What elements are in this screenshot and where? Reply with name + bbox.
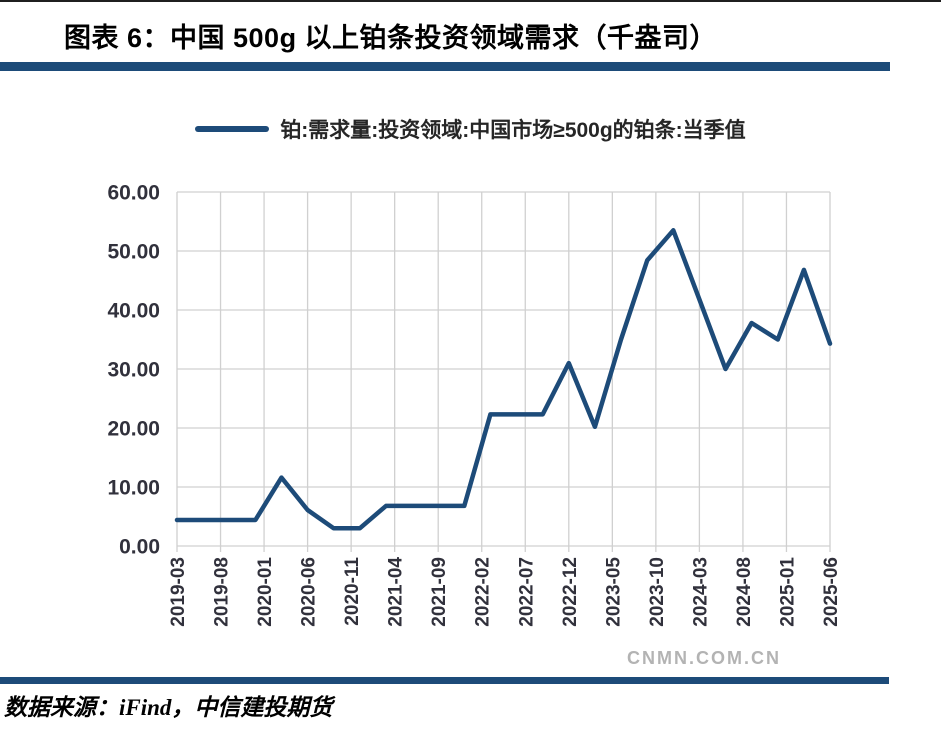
x-axis-label: 2020-01	[255, 557, 276, 627]
x-axis-label: 2025-01	[777, 557, 798, 627]
x-axis-label: 2019-08	[212, 557, 233, 627]
y-axis-label: 60.00	[107, 182, 160, 205]
y-axis-label: 40.00	[107, 300, 160, 323]
x-axis-label: 2023-05	[603, 557, 624, 627]
x-axis-label: 2022-12	[560, 557, 581, 627]
watermark: CNMN.COM.CN	[627, 648, 781, 668]
x-axis-label: 2020-06	[299, 557, 320, 627]
demand-series-line	[174, 228, 833, 531]
y-axis-label: 50.00	[107, 241, 160, 264]
x-axis-label: 2021-09	[429, 557, 450, 627]
x-axis-label: 2022-07	[516, 557, 537, 627]
legend-line-marker	[195, 126, 270, 132]
x-axis-label: 2019-03	[168, 557, 189, 627]
x-axis-label: 2020-11	[342, 557, 363, 626]
x-axis-label: 2021-04	[386, 557, 407, 627]
x-axis-label: 2024-03	[690, 557, 711, 627]
legend-label: 铂:需求量:投资领域:中国市场≥500g的铂条:当季值	[280, 119, 746, 142]
x-axis-label: 2022-02	[473, 557, 494, 627]
x-axis-label: 2024-08	[734, 557, 755, 627]
title-divider-rule	[0, 62, 890, 71]
x-axis-label: 2025-06	[821, 557, 842, 627]
footer-divider-rule	[0, 677, 889, 684]
figure-title: 图表 6：中国 500g 以上铂条投资领域需求（千盎司）	[64, 23, 718, 53]
y-axis-label: 20.00	[107, 418, 160, 441]
y-axis-label: 10.00	[107, 477, 160, 500]
top-border-line	[0, 0, 941, 2]
x-axis-label: 2023-10	[647, 557, 668, 627]
y-axis-label: 0.00	[119, 536, 160, 559]
chart-legend: 铂:需求量:投资领域:中国市场≥500g的铂条:当季值	[0, 114, 941, 144]
data-source: 数据来源：iFind，中信建投期货	[4, 695, 333, 720]
y-axis-label: 30.00	[107, 359, 160, 382]
